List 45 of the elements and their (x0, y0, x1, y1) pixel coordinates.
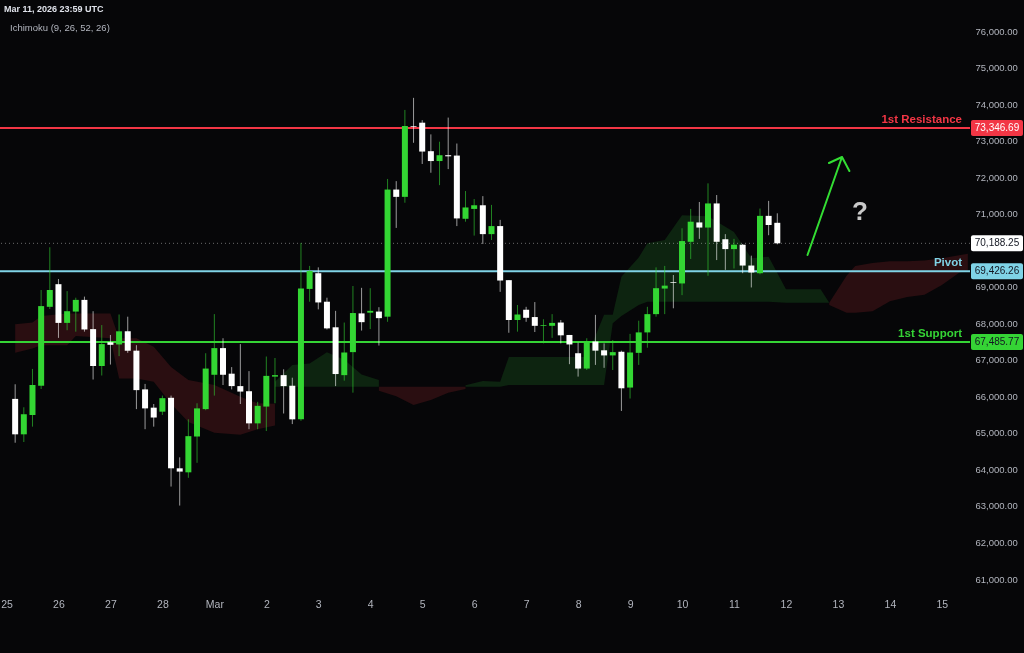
ref-line-label: 1st Resistance (881, 112, 962, 125)
x-tick-label: 6 (471, 597, 478, 610)
text: 69,426.26 (974, 265, 1020, 277)
annotation: ? (852, 196, 868, 226)
text: 67,485.77 (974, 336, 1020, 348)
text: 73,346.69 (974, 121, 1020, 133)
x-tick-label: 4 (367, 597, 374, 610)
x-tick-label: 10 (676, 597, 689, 610)
x-tick-label: 13 (832, 597, 845, 610)
y-tick-label: 61,000.00 (975, 573, 1018, 585)
x-tick-label: 25 (1, 597, 13, 610)
ref-line-label: 1st Support (898, 327, 963, 340)
ref-line-label: Pivot (933, 256, 963, 269)
y-tick-label: 66,000.00 (975, 390, 1018, 402)
y-tick-label: 67,000.00 (975, 354, 1018, 366)
text: 70,188.25 (974, 237, 1020, 249)
y-tick-label: 73,000.00 (975, 135, 1018, 147)
y-tick-label: 71,000.00 (975, 208, 1018, 220)
y-tick-label: 75,000.00 (975, 62, 1018, 74)
x-tick-label: 5 (419, 597, 426, 610)
x-tick-label: 15 (936, 597, 949, 610)
x-tick-label: 11 (729, 597, 741, 610)
text: Mar 11, 2026 23:59 UTC (4, 4, 105, 14)
x-tick-label: 8 (575, 597, 582, 610)
y-tick-label: 72,000.00 (975, 171, 1018, 183)
annotation: Ichimoku (9, 26, 52, 26) (10, 22, 110, 33)
x-tick-label: 12 (780, 597, 793, 610)
y-tick-label: 68,000.00 (975, 317, 1018, 329)
y-tick-label: 64,000.00 (975, 463, 1018, 475)
x-tick-label: Mar (205, 597, 225, 610)
x-tick-label: 28 (157, 597, 169, 610)
x-tick-label: 7 (523, 597, 530, 610)
y-tick-label: 69,000.00 (975, 281, 1018, 293)
x-tick-label: 27 (105, 597, 117, 610)
y-tick-label: 62,000.00 (975, 536, 1018, 548)
y-tick-label: 63,000.00 (975, 500, 1018, 512)
x-tick-label: 14 (884, 597, 897, 610)
y-tick-label: 74,000.00 (975, 98, 1018, 110)
y-tick-label: 76,000.00 (975, 25, 1018, 37)
y-tick-label: 65,000.00 (975, 427, 1018, 439)
candlestick (523, 306, 530, 323)
x-tick-label: 26 (53, 597, 65, 610)
x-tick-label: 3 (315, 597, 322, 610)
x-tick-label: 9 (627, 597, 634, 610)
x-tick-label: 2 (263, 597, 270, 610)
